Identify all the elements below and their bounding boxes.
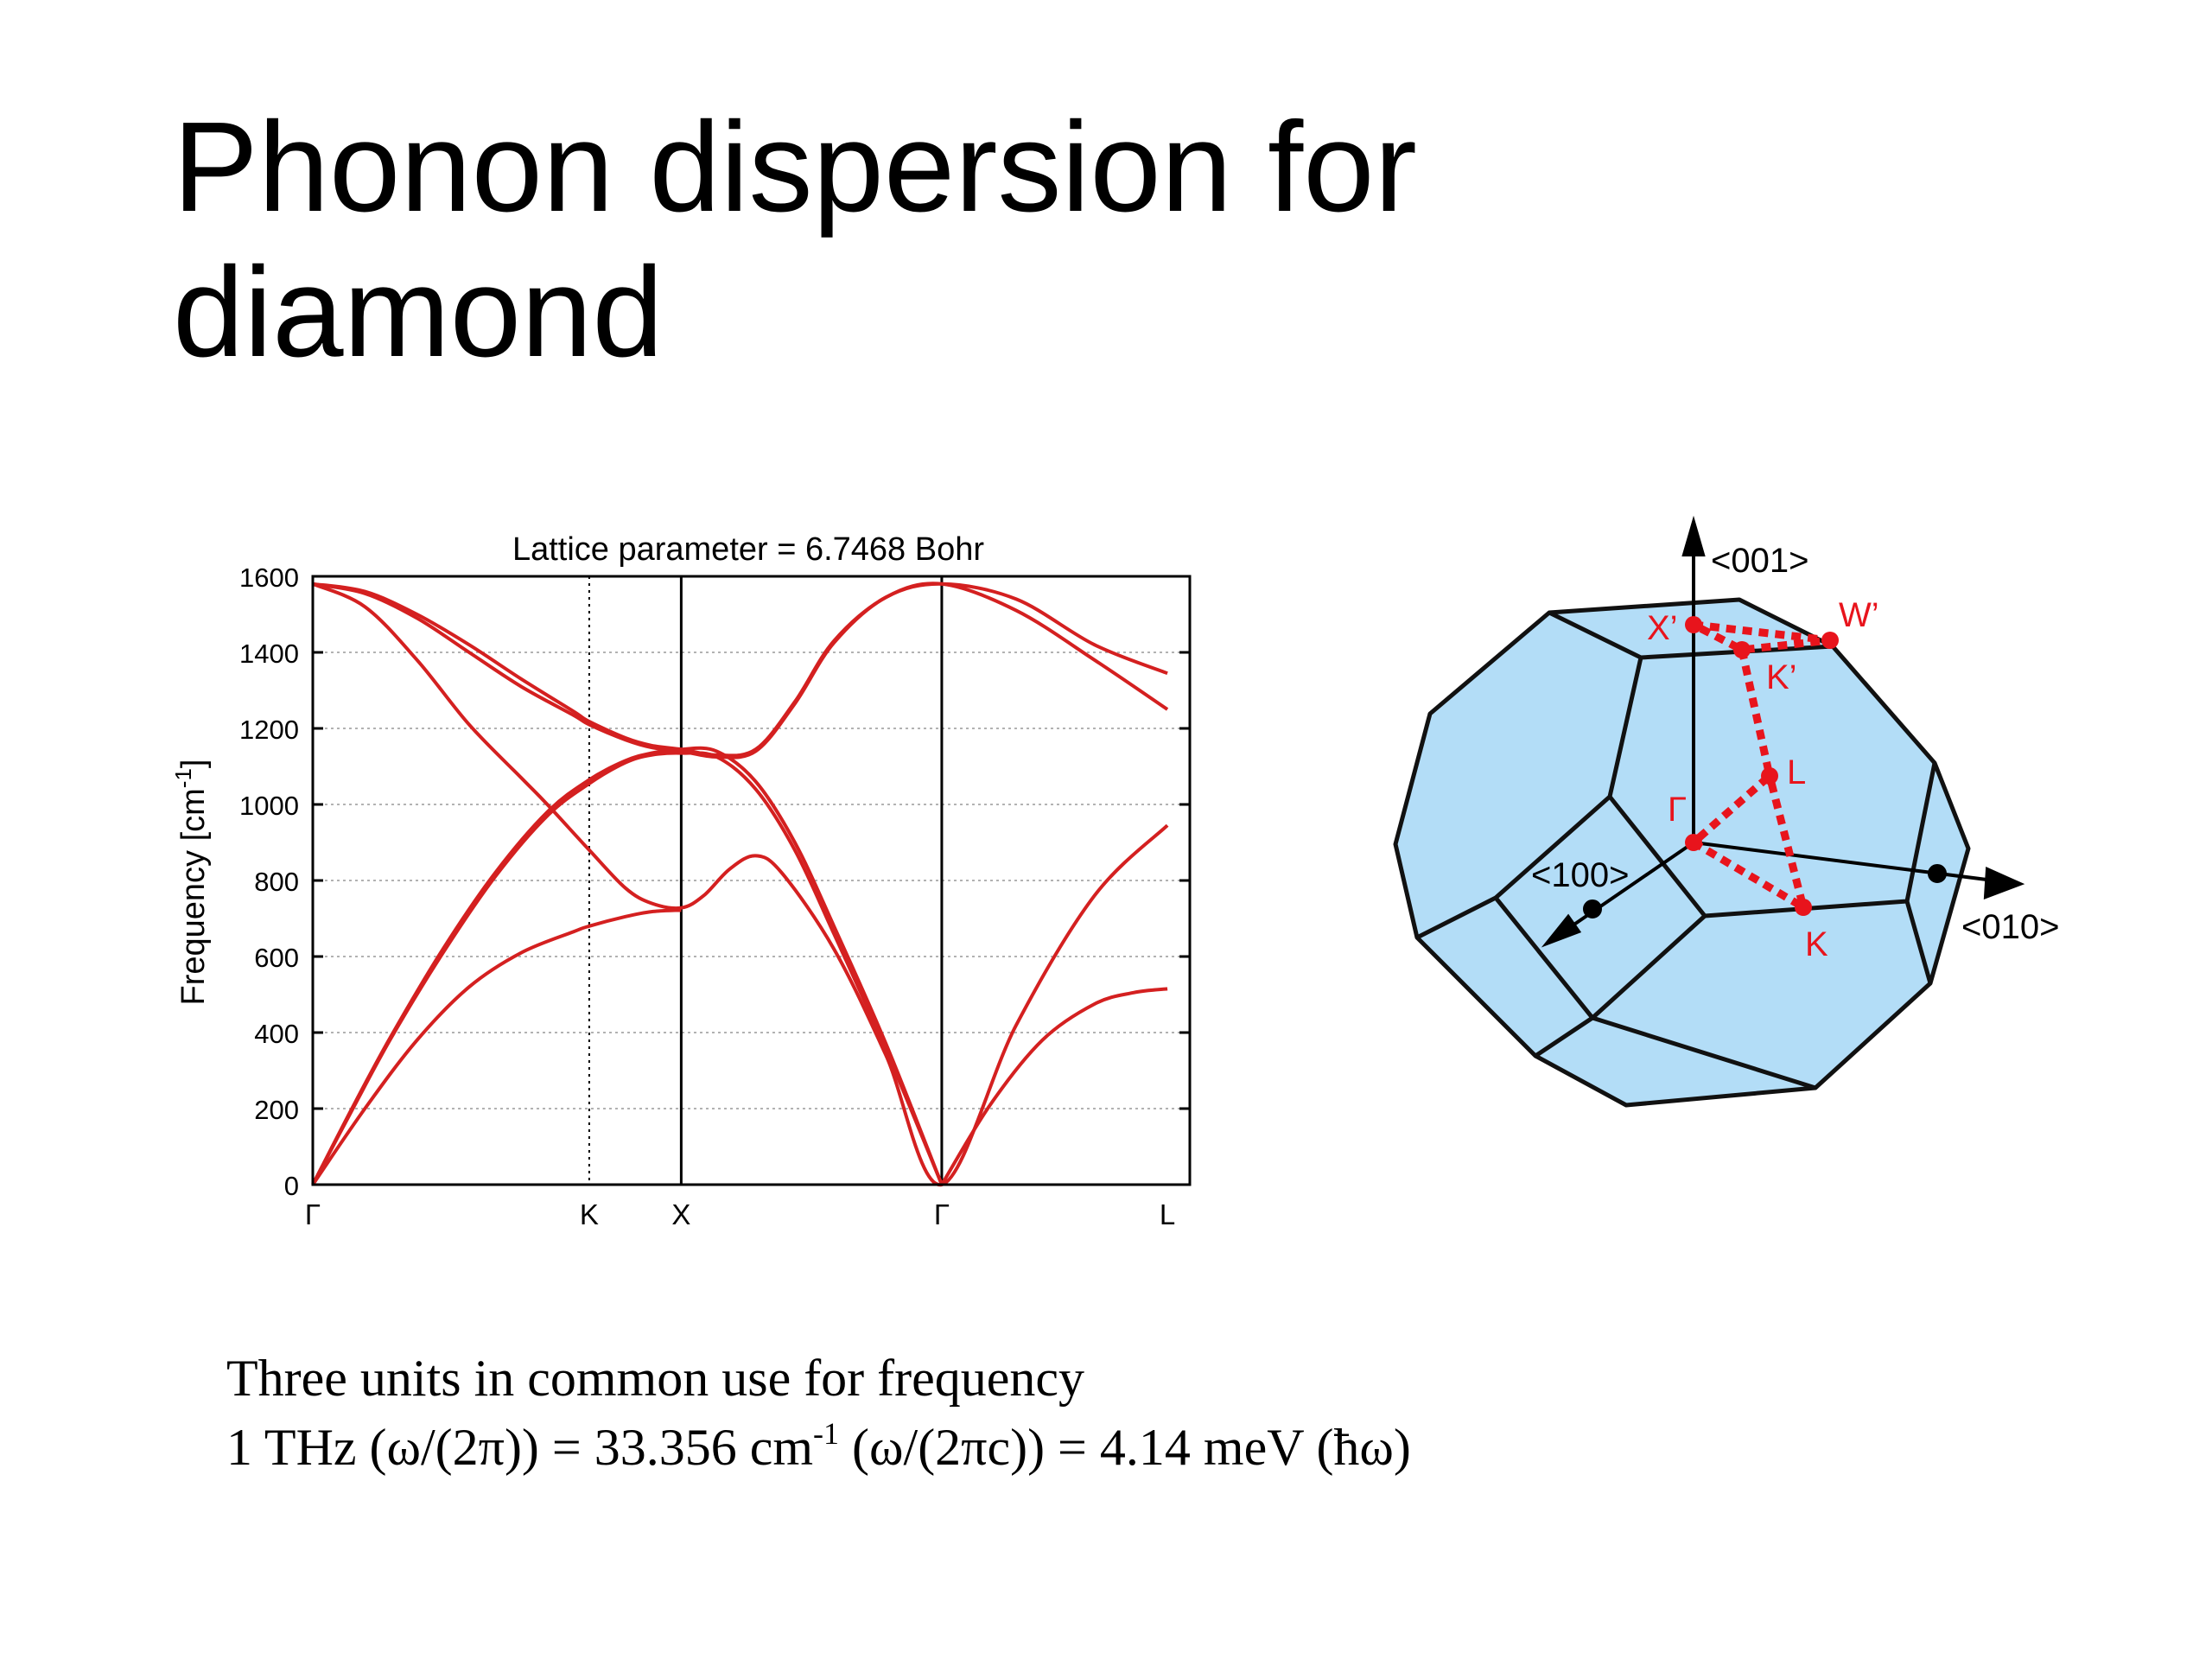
dispersion-branch-6 bbox=[311, 908, 682, 1186]
point-l bbox=[1761, 767, 1778, 785]
axis-100-arrowhead bbox=[1541, 913, 1582, 948]
footnote-line-2-end: (ω/(2πc)) = 4.14 meV (ħω) bbox=[839, 1419, 1411, 1476]
chart-grid bbox=[313, 652, 1190, 1109]
dispersion-branch-2 bbox=[312, 582, 1169, 760]
point-w-prime bbox=[1821, 632, 1839, 649]
axis-100-point bbox=[1583, 899, 1602, 918]
y-axis-label-end: ] bbox=[175, 760, 212, 769]
axis-100-label: <100> bbox=[1531, 856, 1629, 894]
label-w-prime: W’ bbox=[1839, 596, 1879, 634]
y-tick-label: 1600 bbox=[239, 563, 299, 593]
label-gamma: Γ bbox=[1668, 791, 1687, 829]
y-tick-label: 200 bbox=[254, 1095, 299, 1125]
y-tick-label: 1200 bbox=[239, 715, 299, 745]
label-k-prime: K’ bbox=[1766, 658, 1797, 696]
point-gamma bbox=[1685, 834, 1702, 851]
x-tick-label: K bbox=[580, 1198, 599, 1230]
bz-face-edges bbox=[1415, 610, 1937, 1090]
title-line-2: diamond bbox=[173, 241, 664, 384]
axis-001-arrowhead bbox=[1681, 515, 1706, 556]
footnote-line-2-sup: -1 bbox=[813, 1416, 840, 1451]
slide-title: Phonon dispersion for diamond bbox=[173, 95, 1642, 385]
y-tick-label: 600 bbox=[254, 943, 299, 973]
label-l: L bbox=[1787, 753, 1806, 791]
x-tick-label: Γ bbox=[305, 1198, 321, 1230]
footnote-line-2: 1 THz (ω/(2π)) = 33.356 cm-1 (ω/(2πc)) =… bbox=[226, 1413, 1868, 1482]
x-tick-label: L bbox=[1160, 1198, 1175, 1230]
y-axis-label-main: Frequency [cm bbox=[175, 788, 212, 1005]
symmetry-lines bbox=[588, 576, 944, 1185]
point-x-prime bbox=[1685, 616, 1702, 633]
label-x-prime: X’ bbox=[1647, 609, 1678, 647]
axis-010-label: <010> bbox=[1961, 908, 2059, 946]
axis-010-arrowhead bbox=[1983, 866, 2025, 899]
point-k bbox=[1795, 899, 1812, 916]
axis-001-label: <001> bbox=[1711, 542, 1808, 580]
footnote-line-1: Three units in common use for frequency bbox=[226, 1350, 1085, 1407]
y-tick-label: 1000 bbox=[239, 791, 299, 821]
footnote: Three units in common use for frequency … bbox=[226, 1344, 1868, 1482]
footnote-line-2-start: 1 THz (ω/(2π)) = 33.356 cm bbox=[226, 1419, 814, 1476]
y-tick-label: 800 bbox=[254, 867, 299, 897]
title-line-1: Phonon dispersion for bbox=[173, 96, 1417, 238]
y-tick-label: 0 bbox=[284, 1171, 299, 1201]
y-axis-label: Frequency [cm-1] bbox=[170, 760, 212, 1006]
bz-axes bbox=[1541, 515, 2025, 948]
bz-symmetry-points bbox=[1685, 616, 1839, 916]
point-k-prime bbox=[1733, 641, 1751, 658]
dispersion-branch-5 bbox=[311, 751, 944, 1185]
x-tick-label: Γ bbox=[934, 1198, 950, 1230]
x-tick-label: X bbox=[671, 1198, 690, 1230]
label-k: K bbox=[1805, 925, 1828, 963]
y-axis-ticks: 0 200 400 600 800 1000 1200 1400 1600 bbox=[239, 563, 1190, 1201]
y-axis-label-sup: -1 bbox=[170, 768, 196, 788]
chart-title: Lattice parameter = 6.7468 Bohr bbox=[512, 531, 984, 568]
dispersion-curves bbox=[311, 582, 1169, 1187]
y-tick-label: 400 bbox=[254, 1019, 299, 1049]
axis-010-point bbox=[1928, 864, 1947, 883]
dispersion-branch-7 bbox=[940, 987, 1168, 1186]
y-tick-label: 1400 bbox=[239, 639, 299, 669]
